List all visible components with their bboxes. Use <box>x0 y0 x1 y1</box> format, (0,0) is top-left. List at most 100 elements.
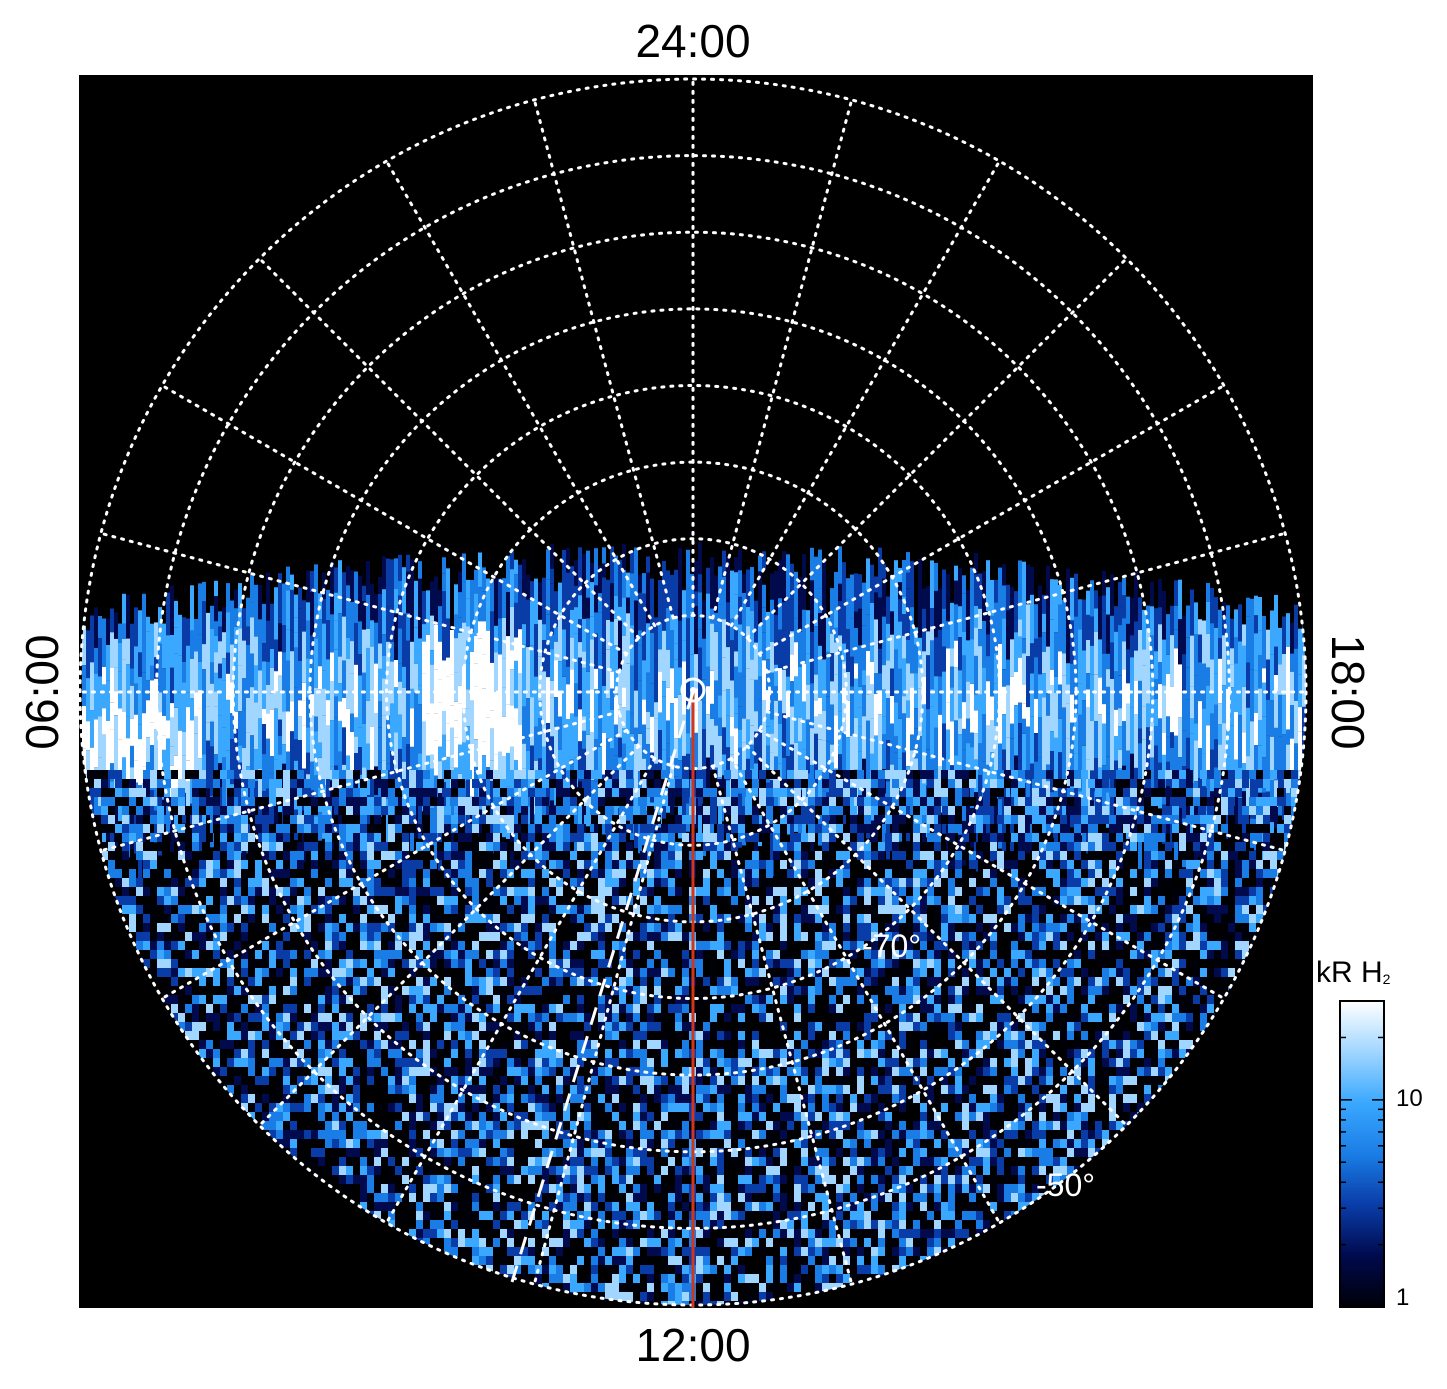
emission-pixel <box>773 959 780 968</box>
emission-pixel <box>850 941 857 950</box>
emission-streak <box>334 696 338 718</box>
emission-pixel <box>122 851 129 860</box>
emission-pixel <box>1032 905 1039 914</box>
emission-pixel <box>1018 770 1025 779</box>
emission-streak <box>418 578 422 601</box>
emission-streak <box>1238 641 1242 693</box>
emission-pixel <box>990 914 997 923</box>
emission-pixel <box>157 842 164 851</box>
emission-streak <box>910 687 914 735</box>
emission-pixel <box>934 923 941 932</box>
emission-streak <box>1102 704 1106 724</box>
emission-streak <box>1006 659 1010 686</box>
emission-streak <box>114 667 118 692</box>
emission-streak <box>594 739 598 782</box>
emission-streak <box>1218 609 1222 639</box>
emission-streak <box>242 640 246 678</box>
emission-streak <box>1110 615 1114 643</box>
emission-pixel <box>129 833 136 842</box>
emission-pixel <box>1053 869 1060 878</box>
emission-pixel <box>1263 869 1270 878</box>
emission-streak <box>250 573 254 603</box>
emission-pixel <box>1074 779 1081 788</box>
emission-streak <box>222 793 226 818</box>
emission-pixel <box>885 950 892 959</box>
emission-streak <box>534 676 538 727</box>
emission-pixel <box>969 932 976 941</box>
emission-streak <box>566 547 570 573</box>
emission-pixel <box>731 788 738 797</box>
emission-pixel <box>843 824 850 833</box>
emission-streak <box>270 603 274 649</box>
emission-pixel <box>584 833 591 842</box>
emission-pixel <box>633 950 640 959</box>
emission-streak <box>1198 619 1202 635</box>
emission-pixel <box>1109 788 1116 797</box>
emission-pixel <box>1144 842 1151 851</box>
emission-pixel <box>549 815 556 824</box>
emission-pixel <box>738 950 745 959</box>
emission-streak <box>354 753 358 777</box>
emission-streak <box>214 691 218 707</box>
emission-pixel <box>1165 950 1172 959</box>
emission-streak <box>582 651 586 668</box>
emission-pixel <box>1207 833 1214 842</box>
emission-streak <box>1014 617 1018 633</box>
emission-streak <box>322 715 326 757</box>
emission-streak <box>858 707 862 727</box>
emission-pixel <box>1144 851 1151 860</box>
emission-pixel <box>976 959 983 968</box>
emission-pixel <box>1207 905 1214 914</box>
emission-pixel <box>535 932 542 941</box>
emission-streak <box>866 651 870 676</box>
emission-pixel <box>493 878 500 887</box>
emission-pixel <box>213 824 220 833</box>
emission-streak <box>198 708 202 759</box>
emission-pixel <box>437 842 444 851</box>
emission-streak <box>182 732 186 755</box>
emission-pixel <box>388 869 395 878</box>
emission-pixel <box>234 860 241 869</box>
emission-pixel <box>1011 770 1018 779</box>
emission-pixel <box>1214 941 1221 950</box>
emission-streak <box>710 557 714 609</box>
emission-pixel <box>696 878 703 887</box>
emission-pixel <box>325 833 332 842</box>
emission-streak <box>510 746 514 772</box>
emission-pixel <box>1088 923 1095 932</box>
emission-streak <box>638 818 642 854</box>
emission-pixel <box>794 896 801 905</box>
emission-pixel <box>1221 824 1228 833</box>
emission-pixel <box>346 770 353 779</box>
emission-streak <box>554 591 558 627</box>
emission-pixel <box>752 950 759 959</box>
emission-streak <box>826 696 830 742</box>
emission-streak <box>590 689 594 732</box>
emission-pixel <box>346 806 353 815</box>
emission-streak <box>1058 604 1062 652</box>
emission-streak <box>958 670 962 719</box>
emission-streak <box>430 650 434 665</box>
emission-pixel <box>850 833 857 842</box>
emission-pixel <box>521 851 528 860</box>
emission-streak <box>374 622 378 664</box>
emission-pixel <box>682 833 689 842</box>
emission-pixel <box>731 869 738 878</box>
emission-streak <box>426 590 430 635</box>
emission-streak <box>290 630 294 652</box>
emission-pixel <box>563 950 570 959</box>
emission-pixel <box>1116 842 1123 851</box>
emission-pixel <box>150 797 157 806</box>
emission-pixel <box>1165 932 1172 941</box>
emission-streak <box>794 742 798 788</box>
emission-streak <box>510 551 514 570</box>
emission-pixel <box>241 905 248 914</box>
emission-streak <box>246 697 250 733</box>
emission-streak <box>966 743 970 781</box>
emission-streak <box>814 598 818 627</box>
emission-pixel <box>619 806 626 815</box>
emission-streak <box>866 614 870 652</box>
emission-streak <box>1210 693 1214 714</box>
emission-pixel <box>227 941 234 950</box>
emission-pixel <box>605 905 612 914</box>
